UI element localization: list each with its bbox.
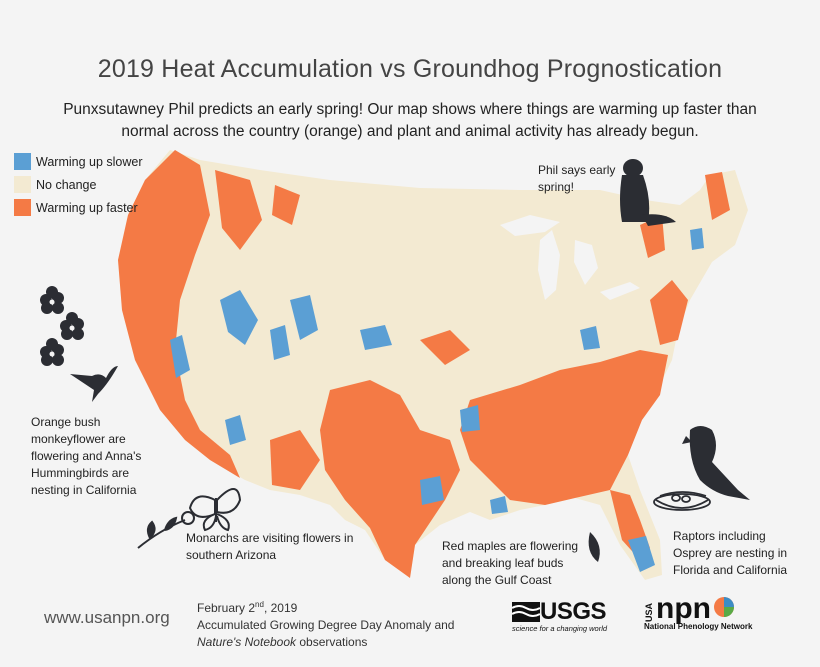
wyoming-slower bbox=[270, 325, 290, 360]
annotation-arizona-line: southern Arizona bbox=[186, 548, 277, 562]
footer-date-main: February 2 bbox=[197, 601, 256, 615]
midatlantic-faster bbox=[650, 280, 688, 345]
warming-slower-regions bbox=[170, 228, 704, 572]
annotation-gulf: Red maples are flowering and breaking le… bbox=[442, 538, 578, 589]
arkansas-slower bbox=[460, 405, 480, 432]
nest-icon bbox=[653, 491, 711, 511]
great-lake-huron bbox=[574, 240, 598, 285]
annotation-gulf-line: along the Gulf Coast bbox=[442, 573, 552, 587]
northeast-faster bbox=[640, 215, 665, 258]
legend-label-slower: Warming up slower bbox=[36, 154, 143, 169]
subtitle-line-2: normal across the country (orange) and p… bbox=[121, 123, 699, 140]
footer-italic: Nature's Notebook bbox=[197, 635, 297, 649]
legend-label-faster: Warming up faster bbox=[36, 200, 138, 215]
southeast-faster bbox=[460, 350, 668, 505]
footer-date: February 2nd, 2019 bbox=[197, 596, 454, 617]
flower-icon-2 bbox=[60, 312, 84, 340]
florida-slower bbox=[628, 536, 655, 572]
ohio-slower bbox=[580, 326, 600, 350]
montana-faster bbox=[272, 185, 300, 225]
annotation-california-line: monkeyflower are bbox=[31, 432, 126, 446]
npn-logo[interactable]: USA npn National Phenology Network bbox=[644, 592, 753, 632]
texas-coast-slower bbox=[420, 476, 444, 505]
legend-label-nochange: No change bbox=[36, 177, 97, 192]
great-lake-superior bbox=[500, 215, 560, 236]
annotation-phil-line: spring! bbox=[538, 180, 575, 194]
annotation-california-line: flowering and Anna's bbox=[31, 449, 142, 463]
footer-line-2: Accumulated Growing Degree Day Anomaly a… bbox=[197, 618, 455, 632]
great-lake-erie bbox=[600, 282, 640, 300]
legend-swatch-faster bbox=[14, 199, 31, 216]
newengland-slower bbox=[690, 228, 704, 250]
footer-date-year: , 2019 bbox=[263, 601, 298, 615]
annotation-california-line: nesting in California bbox=[31, 483, 137, 497]
annotation-gulf-line: and breaking leaf buds bbox=[442, 556, 564, 570]
subtitle-line-1: Punxsutawney Phil predicts an early spri… bbox=[63, 101, 757, 118]
west-coast-faster bbox=[118, 150, 240, 478]
usgs-tagline: science for a changing world bbox=[512, 624, 608, 633]
footer-line-3: Nature's Notebook observations bbox=[197, 634, 454, 651]
npn-line-1: National Phenology Network bbox=[644, 622, 753, 631]
legend-item-faster: Warming up faster bbox=[14, 196, 143, 219]
leaf-icon bbox=[588, 532, 600, 562]
annotation-phil-line: Phil says early bbox=[538, 163, 616, 177]
footer-date-sup: nd bbox=[255, 600, 264, 609]
footer-caption: February 2nd, 2019 Accumulated Growing D… bbox=[197, 596, 454, 651]
annotation-gulf-line: Red maples are flowering bbox=[442, 539, 579, 553]
usgs-wave-icon bbox=[512, 602, 540, 622]
legend: Warming up slower No change Warming up f… bbox=[14, 150, 143, 219]
great-lake-michigan bbox=[538, 230, 560, 300]
annotation-california-line: Orange bush bbox=[31, 415, 101, 429]
new-mexico-faster bbox=[270, 430, 320, 490]
legend-swatch-nochange bbox=[14, 176, 31, 193]
legend-item-slower: Warming up slower bbox=[14, 150, 143, 173]
louisiana-slower bbox=[490, 496, 508, 514]
legend-item-nochange: No change bbox=[14, 173, 143, 196]
npn-usa: USA bbox=[644, 602, 654, 622]
flower-icon-1 bbox=[40, 286, 64, 314]
kansas-faster bbox=[420, 330, 470, 365]
annotation-florida-line: Florida and California bbox=[673, 563, 788, 577]
hummingbird-icon bbox=[70, 366, 118, 402]
annotation-arizona: Monarchs are visiting flowers in souther… bbox=[186, 530, 353, 564]
butterfly-icon bbox=[188, 488, 242, 532]
annotation-florida-line: Osprey are nesting in bbox=[673, 546, 788, 560]
annotation-arizona-line: Monarchs are visiting flowers in bbox=[186, 531, 354, 545]
legend-swatch-slower bbox=[14, 153, 31, 170]
npn-name: npn bbox=[656, 592, 711, 625]
usgs-logo[interactable]: USGS science for a changing world bbox=[512, 598, 607, 633]
npn-emblem-icon bbox=[713, 597, 734, 617]
flower-sprig-icon bbox=[137, 511, 195, 549]
footer-line-3-rest: observations bbox=[296, 635, 368, 649]
warming-faster-regions bbox=[118, 150, 730, 578]
maine-faster bbox=[705, 172, 730, 220]
groundhog-icon bbox=[620, 159, 676, 226]
texas-faster bbox=[320, 380, 460, 578]
annotation-california-line: Hummingbirds are bbox=[31, 466, 130, 480]
annotation-phil: Phil says early spring! bbox=[538, 162, 615, 196]
subtitle: Punxsutawney Phil predicts an early spri… bbox=[30, 99, 790, 143]
great-basin-slower bbox=[220, 290, 258, 345]
annotation-florida: Raptors including Osprey are nesting in … bbox=[673, 528, 787, 579]
california-slower bbox=[170, 335, 190, 378]
annotation-california: Orange bush monkeyflower are flowering a… bbox=[31, 414, 141, 499]
usgs-name: USGS bbox=[540, 598, 607, 625]
idaho-faster bbox=[215, 170, 262, 250]
page-title: 2019 Heat Accumulation vs Groundhog Prog… bbox=[97, 55, 723, 83]
nebraska-slower bbox=[360, 325, 392, 350]
flower-icon-3 bbox=[40, 338, 64, 366]
footer-url[interactable]: www.usanpn.org bbox=[44, 608, 170, 627]
osprey-icon bbox=[682, 426, 750, 500]
annotation-florida-line: Raptors including bbox=[673, 529, 766, 543]
colorado-slower bbox=[290, 295, 318, 340]
arizona-slower bbox=[225, 415, 246, 445]
